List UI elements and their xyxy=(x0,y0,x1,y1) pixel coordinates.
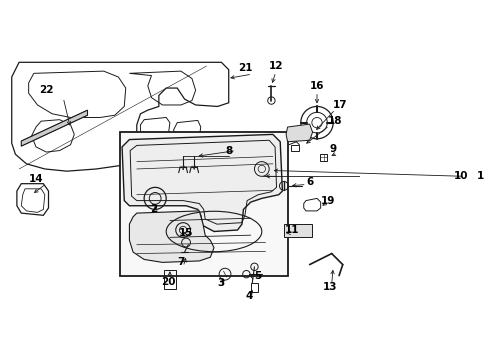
Text: 20: 20 xyxy=(161,276,175,287)
Text: 12: 12 xyxy=(268,61,283,71)
Text: 3: 3 xyxy=(217,278,224,288)
Text: 18: 18 xyxy=(327,116,341,126)
Bar xyxy=(163,270,175,289)
Text: 15: 15 xyxy=(179,228,193,238)
Bar xyxy=(120,132,287,276)
Text: 8: 8 xyxy=(224,145,232,156)
Text: 2: 2 xyxy=(150,204,157,215)
Text: 11: 11 xyxy=(284,225,299,235)
Text: 17: 17 xyxy=(332,100,347,110)
Bar xyxy=(250,283,258,292)
Bar xyxy=(319,153,326,161)
Text: 5: 5 xyxy=(254,271,261,281)
Text: 16: 16 xyxy=(309,81,324,91)
Text: 22: 22 xyxy=(39,85,54,95)
Text: 4: 4 xyxy=(245,291,252,301)
Text: 10: 10 xyxy=(453,171,468,181)
Text: 19: 19 xyxy=(320,195,335,206)
Polygon shape xyxy=(122,134,282,231)
Text: 13: 13 xyxy=(322,282,337,292)
Text: 1: 1 xyxy=(476,171,483,181)
Bar xyxy=(284,224,311,237)
Bar xyxy=(290,145,299,150)
Text: 14: 14 xyxy=(29,174,43,184)
Text: 21: 21 xyxy=(237,63,252,73)
Polygon shape xyxy=(21,110,87,146)
Text: 6: 6 xyxy=(305,177,313,187)
Text: 9: 9 xyxy=(329,144,336,154)
Polygon shape xyxy=(129,211,214,262)
Polygon shape xyxy=(285,124,312,142)
Text: 7: 7 xyxy=(177,257,184,267)
